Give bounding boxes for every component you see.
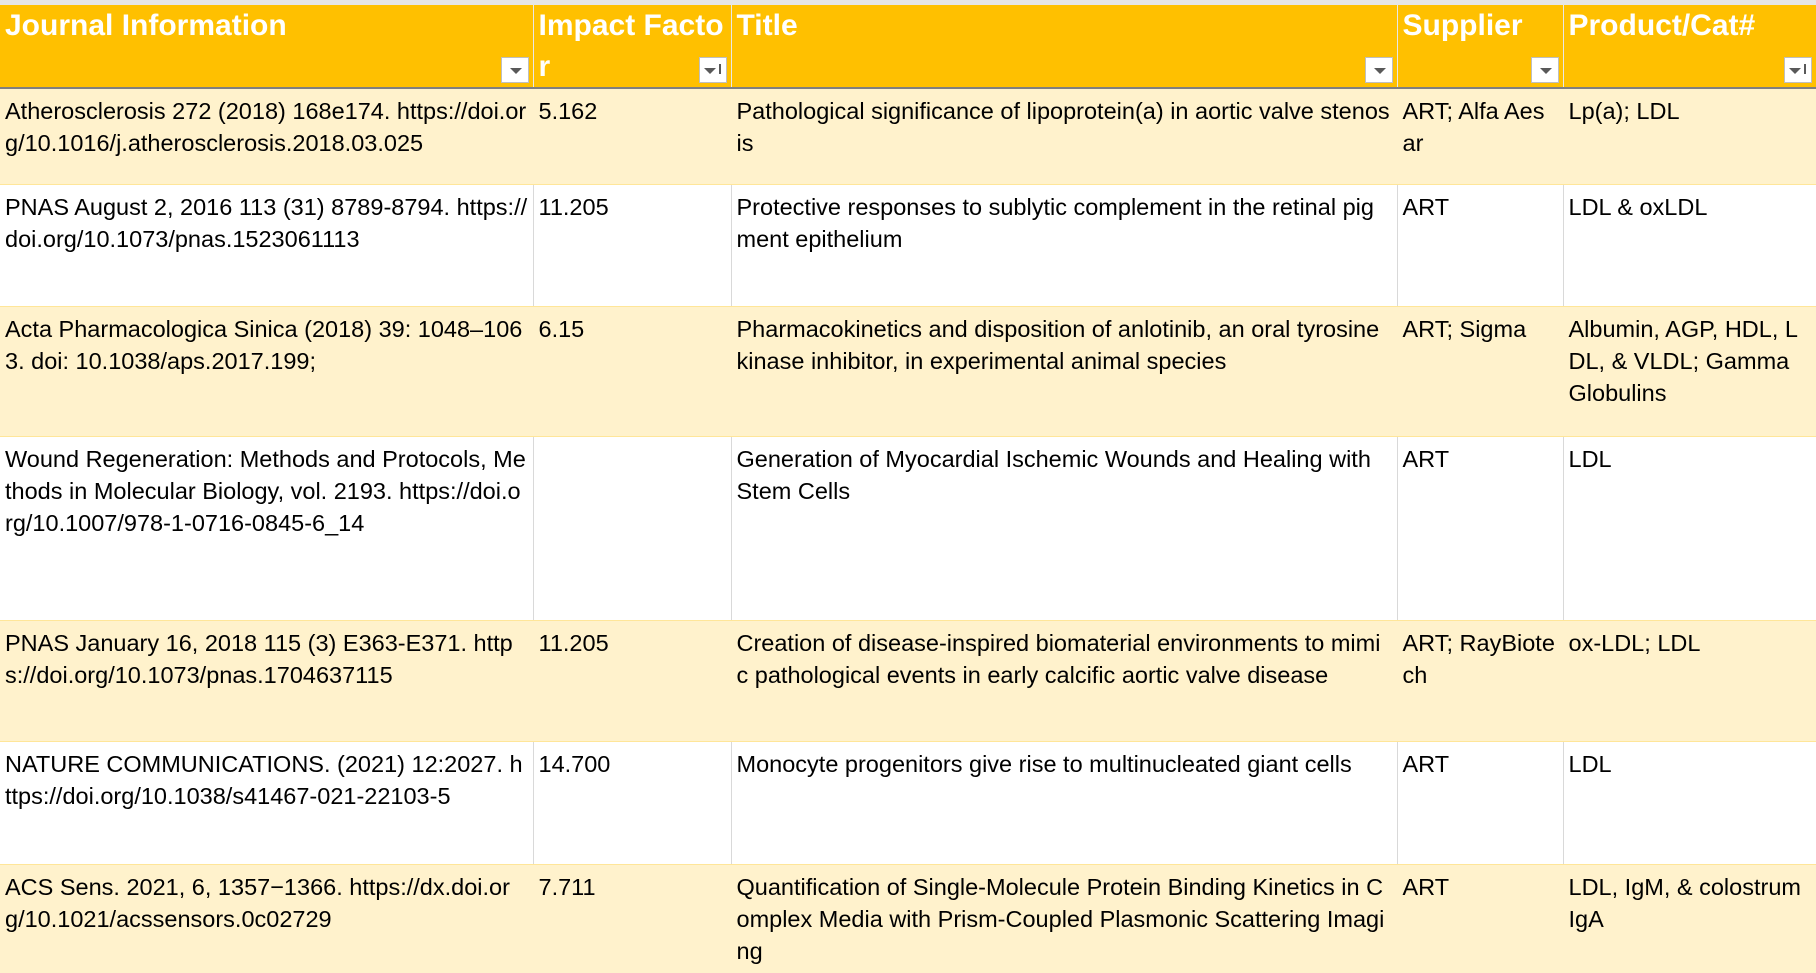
cell-text: LDL, IgM, & colostrum IgA (1568, 873, 1801, 932)
table-cell: Generation of Myocardial Ischemic Wounds… (731, 436, 1398, 621)
table-cell: Lp(a); LDL (1563, 88, 1816, 185)
table-cell: 11.205 (533, 184, 732, 307)
cell-text: LDL (1568, 445, 1612, 472)
cell-text: 5.162 (538, 98, 598, 124)
cell-text: Pathological significance of lipoprotein… (736, 98, 1390, 156)
table-cell: ART; Alfa Aesar (1397, 88, 1564, 185)
table-cell: LDL, IgM, & colostrum IgA (1563, 864, 1816, 973)
filter-button[interactable] (1364, 57, 1393, 83)
cell-text: Pharmacokinetics and disposition of anlo… (736, 315, 1380, 374)
table-cell: 14.700 (533, 741, 732, 865)
table-cell: PNAS January 16, 2018 115 (3) E363-E371.… (0, 620, 534, 742)
table-cell: ox-LDL; LDL (1563, 620, 1816, 742)
table-cell: Pathological significance of lipoprotein… (731, 88, 1398, 185)
cell-text: Protective responses to sublytic complem… (736, 193, 1374, 252)
journal-table: Journal Information Impact Factor Title Sup… (0, 5, 1816, 973)
cell-text: 11.205 (538, 193, 609, 220)
cell-text: ART; Sigma (1402, 315, 1527, 342)
filter-button[interactable] (1530, 57, 1559, 83)
cell-text: Monocyte progenitors give rise to multin… (736, 750, 1352, 777)
table-row: PNAS August 2, 2016 113 (31) 8789-8794. … (0, 184, 1816, 307)
table-cell: 6.15 (533, 306, 732, 437)
table-cell: ART (1397, 864, 1564, 973)
cell-text: Albumin, AGP, HDL, LDL, & VLDL; Gamma Gl… (1568, 315, 1798, 406)
column-title: Supplier (1402, 9, 1523, 42)
table-cell: Acta Pharmacologica Sinica (2018) 39: 10… (0, 306, 534, 437)
cell-text: Acta Pharmacologica Sinica (2018) 39: 10… (5, 315, 523, 374)
cell-text: ART (1402, 873, 1450, 900)
column-header: Supplier (1397, 5, 1564, 89)
table-row: NATURE COMMUNICATIONS. (2021) 12:2027. h… (0, 741, 1816, 865)
table-cell: ART (1397, 436, 1564, 621)
column-title: Impact Factor (538, 9, 724, 83)
cell-text: 11.205 (538, 629, 609, 656)
table-cell: Creation of disease-inspired biomaterial… (731, 620, 1398, 742)
table-cell: PNAS August 2, 2016 113 (31) 8789-8794. … (0, 184, 534, 307)
table-cell: 7.711 (533, 864, 732, 973)
table-row: ACS Sens. 2021, 6, 1357−1366. https://dx… (0, 864, 1816, 973)
cell-text: PNAS August 2, 2016 113 (31) 8789-8794. … (5, 193, 528, 252)
cell-text: PNAS January 16, 2018 115 (3) E363-E371.… (5, 629, 513, 688)
cell-text: ACS Sens. 2021, 6, 1357−1366. https://dx… (5, 873, 510, 932)
column-title: Journal Information (5, 9, 287, 42)
table-cell: ART (1397, 184, 1564, 307)
cell-text: Wound Regeneration: Methods and Protocol… (5, 445, 526, 536)
cell-text: Quantification of Single-Molecule Protei… (736, 873, 1385, 964)
table-cell: ACS Sens. 2021, 6, 1357−1366. https://dx… (0, 864, 534, 973)
column-header: Product/Cat# (1563, 5, 1816, 89)
column-title: Product/Cat# (1568, 9, 1756, 42)
table-cell: Monocyte progenitors give rise to multin… (731, 741, 1398, 865)
cell-text: ART (1402, 193, 1450, 220)
table-cell: ART (1397, 741, 1564, 865)
cell-text: ART (1402, 445, 1450, 472)
cell-text: Generation of Myocardial Ischemic Wounds… (736, 445, 1371, 504)
cell-text: 7.711 (538, 873, 596, 900)
column-header: Title (731, 5, 1398, 89)
table-body: Atherosclerosis 272 (2018) 168e174. http… (0, 88, 1816, 973)
table-cell: Wound Regeneration: Methods and Protocol… (0, 436, 534, 621)
table-cell (533, 436, 732, 621)
cell-text: ART; Alfa Aesar (1402, 98, 1545, 156)
table-cell: Atherosclerosis 272 (2018) 168e174. http… (0, 88, 534, 185)
table-row: Atherosclerosis 272 (2018) 168e174. http… (0, 88, 1816, 185)
cell-text: 14.700 (538, 750, 611, 777)
table-cell: 5.162 (533, 88, 732, 185)
cell-text: Creation of disease-inspired biomaterial… (736, 629, 1381, 688)
table-cell: Pharmacokinetics and disposition of anlo… (731, 306, 1398, 437)
table-row: Acta Pharmacologica Sinica (2018) 39: 10… (0, 306, 1816, 437)
table-cell: LDL (1563, 741, 1816, 865)
cell-text: LDL & oxLDL (1568, 193, 1708, 220)
table-cell: ART; Sigma (1397, 306, 1564, 437)
table-cell: Albumin, AGP, HDL, LDL, & VLDL; Gamma Gl… (1563, 306, 1816, 437)
cell-text: Lp(a); LDL (1568, 98, 1680, 124)
cell-text: ART; RayBiotech (1402, 629, 1555, 688)
cell-text: ox-LDL; LDL (1568, 629, 1701, 656)
column-header: Journal Information (0, 5, 534, 89)
header-row: Journal Information Impact Factor Title Sup… (0, 5, 1816, 89)
table-cell: 11.205 (533, 620, 732, 742)
cell-text: 6.15 (538, 315, 585, 342)
cell-text: LDL (1568, 750, 1612, 777)
column-header: Impact Factor (533, 5, 732, 89)
table-row: PNAS January 16, 2018 115 (3) E363-E371.… (0, 620, 1816, 742)
filter-button[interactable] (1783, 57, 1812, 83)
table-cell: ART; RayBiotech (1397, 620, 1564, 742)
table-cell: LDL (1563, 436, 1816, 621)
filter-button[interactable] (500, 57, 529, 83)
cell-text: ART (1402, 750, 1450, 777)
filter-button[interactable] (698, 57, 727, 83)
cell-text: Atherosclerosis 272 (2018) 168e174. http… (5, 98, 527, 156)
table-row: Wound Regeneration: Methods and Protocol… (0, 436, 1816, 621)
table-cell: NATURE COMMUNICATIONS. (2021) 12:2027. h… (0, 741, 534, 865)
column-title: Title (736, 9, 798, 42)
table-cell: LDL & oxLDL (1563, 184, 1816, 307)
table-cell: Quantification of Single-Molecule Protei… (731, 864, 1398, 973)
table-cell: Protective responses to sublytic complem… (731, 184, 1398, 307)
cell-text: NATURE COMMUNICATIONS. (2021) 12:2027. h… (5, 750, 523, 809)
